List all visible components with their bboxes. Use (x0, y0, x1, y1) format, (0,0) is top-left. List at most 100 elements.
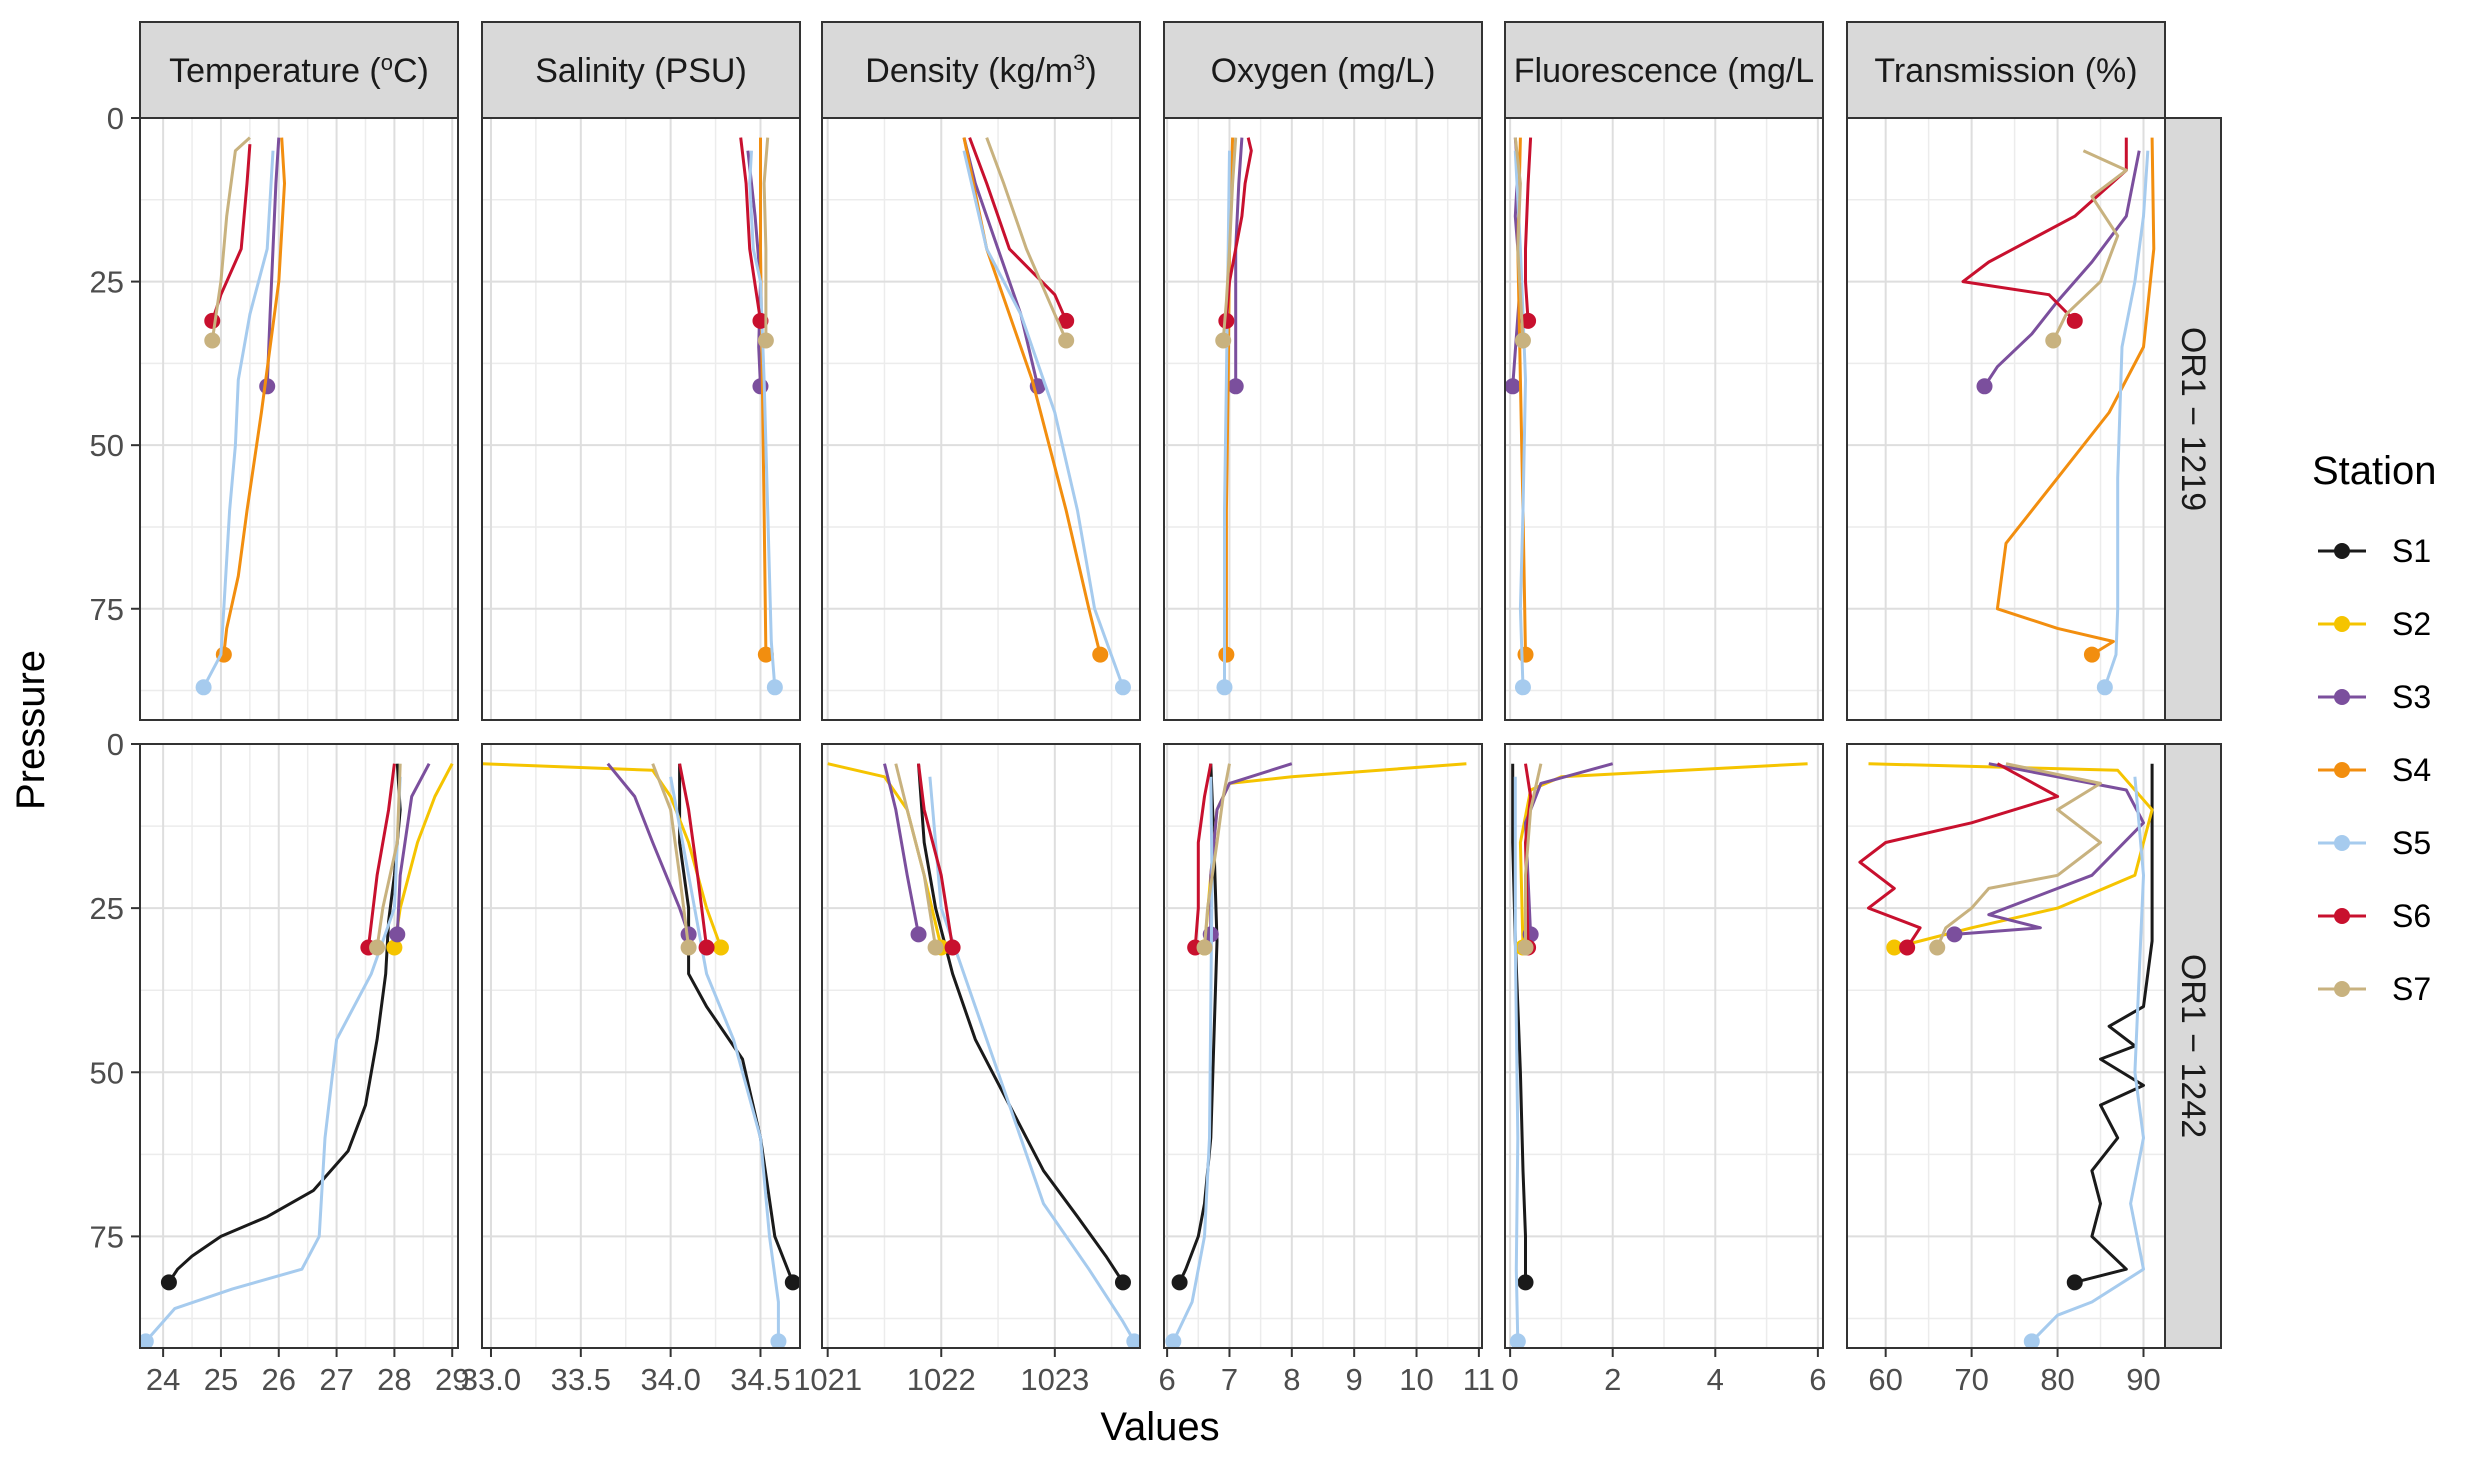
panels-layer (139, 117, 2166, 1349)
profile-end-point-S3 (1946, 926, 1963, 943)
profile-line-S5 (144, 776, 402, 1343)
profile-end-point-S1 (160, 1274, 177, 1291)
x-tick-label: 34.5 (730, 1362, 790, 1397)
strip-label: Fluorescence (mg/L (1514, 52, 1814, 90)
y-axis-title: Pressure (9, 650, 53, 810)
profile-end-point-S5 (1514, 679, 1531, 696)
profile-end-point-S5 (1165, 1333, 1182, 1348)
panel-border (139, 743, 459, 1349)
profile-end-point-S4 (2083, 646, 2100, 663)
profile-end-point-S4 (1218, 646, 1235, 663)
legend-item-S3: S3 (2318, 679, 2431, 715)
x-tick-label: 26 (262, 1362, 296, 1397)
profile-line-S1 (167, 763, 402, 1284)
strip-5: Transmission (%) (1846, 21, 2166, 119)
profile-end-point-S2 (386, 939, 403, 956)
strip-2: Density (kg/m3) (821, 21, 1141, 119)
legend-label: S3 (2392, 679, 2431, 715)
strip-background (1163, 21, 1483, 119)
profile-end-point-S5 (1114, 679, 1131, 696)
x-tick-label: 60 (1868, 1362, 1902, 1397)
profile-line-S3 (1983, 150, 2141, 388)
profile-line-S5 (2030, 776, 2145, 1343)
profile-line-S7 (2051, 149, 2128, 342)
legend-item-S6: S6 (2318, 898, 2431, 934)
profile-end-point-S1 (784, 1274, 800, 1291)
profile-end-point-S7 (1196, 939, 1213, 956)
x-tick-label: 1023 (1020, 1362, 1089, 1397)
legend-label: S5 (2392, 825, 2431, 861)
row-strip-background (2164, 743, 2222, 1349)
panel-data (1961, 137, 2156, 696)
profile-end-point-S6 (204, 312, 221, 329)
profile-line-S6 (678, 763, 709, 948)
strip-background (481, 21, 801, 119)
profile-end-point-S7 (1517, 939, 1534, 956)
profile-line-S7 (651, 763, 691, 948)
x-tick-label: 25 (204, 1362, 238, 1397)
y-tick-label: 0 (107, 101, 124, 136)
y-tick-label: 25 (90, 265, 124, 300)
profile-end-point-S5 (770, 1333, 787, 1348)
panel-border (481, 743, 801, 1349)
profile-end-point-S3 (389, 926, 406, 943)
legend-key-point (2334, 908, 2350, 924)
panel-0-4 (1504, 117, 1824, 721)
profile-end-point-S5 (1216, 679, 1233, 696)
profile-line-S7 (762, 137, 770, 341)
strip-background (1846, 21, 2166, 119)
profile-line-S3 (395, 762, 431, 935)
panel-0-5 (1846, 117, 2166, 721)
panel-0-3 (1163, 117, 1483, 721)
panel-data (739, 137, 783, 696)
profile-line-S5 (2103, 150, 2150, 688)
x-tick-label: 29 (435, 1362, 469, 1397)
x-tick-label: 9 (1346, 1362, 1363, 1397)
profile-line-S2 (1868, 762, 2154, 949)
x-tick-label: 7 (1221, 1362, 1238, 1397)
legend-key-point (2334, 616, 2350, 632)
profile-line-S6 (1858, 762, 2060, 949)
profile-end-point-S5 (2023, 1333, 2040, 1348)
profile-line-S6 (366, 763, 396, 948)
profile-end-point-S7 (1215, 332, 1232, 349)
profile-end-point-S7 (680, 939, 697, 956)
legend-item-S4: S4 (2318, 752, 2431, 788)
x-tick-label: 1021 (793, 1362, 862, 1397)
panel-data (1215, 137, 1253, 696)
profile-line-S5 (962, 150, 1125, 688)
strip-background (821, 21, 1141, 119)
profile-line-S5 (928, 776, 1136, 1343)
panel-data (827, 762, 1140, 1348)
profile-end-point-S7 (757, 332, 774, 349)
panel-0-1 (481, 117, 801, 721)
profile-line-S5 (1223, 150, 1231, 688)
panel-1-0 (139, 743, 459, 1349)
row-strip-label: OR1 − 1242 (2174, 954, 2212, 1138)
legend-label: S1 (2392, 533, 2431, 569)
profile-line-S1 (678, 763, 795, 1283)
profile-end-point-S6 (944, 939, 961, 956)
strip-label: Temperature (oC) (169, 50, 429, 90)
profile-line-S3 (883, 763, 920, 935)
profile-line-S6 (1224, 137, 1253, 321)
x-tick-label: 2 (1604, 1362, 1621, 1397)
profile-end-point-S4 (1092, 646, 1109, 663)
legend-label: S6 (2392, 898, 2431, 934)
profile-end-point-S6 (698, 939, 715, 956)
x-tick-label: 27 (319, 1362, 353, 1397)
profile-end-point-S3 (1505, 378, 1521, 395)
profile-end-point-S4 (757, 646, 774, 663)
profile-line-S7 (1935, 762, 2102, 949)
profile-end-point-S7 (2045, 332, 2062, 349)
x-tick-label: 33.0 (461, 1362, 521, 1397)
profile-end-point-S1 (1517, 1274, 1534, 1291)
profile-end-point-S5 (1509, 1333, 1526, 1348)
profile-line-S3 (1954, 762, 2145, 936)
x-tick-label: 1022 (907, 1362, 976, 1397)
profile-line-S1 (917, 763, 1125, 1284)
row-strip-background (2164, 117, 2222, 721)
strip-label: Salinity (PSU) (535, 52, 747, 90)
profile-line-S7 (894, 763, 938, 948)
profile-line-S6 (968, 137, 1068, 322)
